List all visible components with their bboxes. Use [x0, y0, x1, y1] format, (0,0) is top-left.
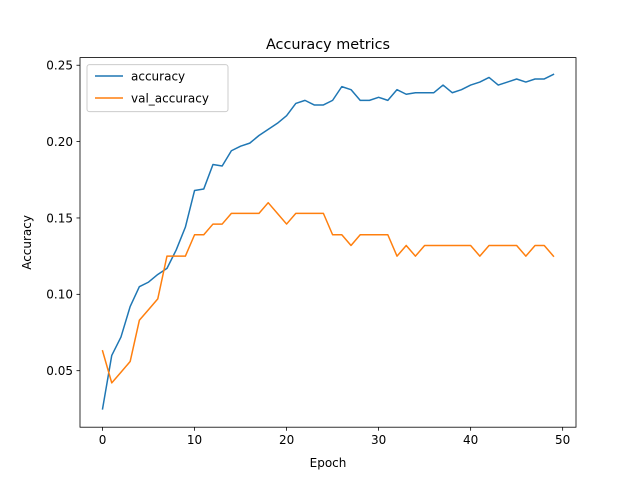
x-tick-label: 40 — [463, 433, 478, 447]
y-tick-label: 0.20 — [46, 135, 73, 149]
plot-area — [79, 57, 577, 428]
legend-label-val-accuracy: val_accuracy — [131, 91, 209, 105]
x-tick-label: 20 — [279, 433, 294, 447]
x-tick-label: 10 — [187, 433, 202, 447]
axes-background — [80, 57, 576, 428]
y-tick-label: 0.15 — [46, 211, 73, 225]
x-tick-label: 50 — [555, 433, 570, 447]
series-line-val-accuracy — [101, 201, 555, 384]
legend-label-accuracy: accuracy — [131, 69, 185, 83]
y-tick-label: 0.10 — [46, 288, 73, 302]
series-line-accuracy — [101, 73, 555, 410]
chart-title: Accuracy metrics — [266, 37, 390, 53]
x-axis-ticks: 0 10 20 30 40 50 — [99, 427, 570, 447]
y-tick-label: 0.05 — [46, 364, 73, 378]
x-tick-label: 30 — [371, 433, 386, 447]
x-axis-label: Epoch — [310, 456, 347, 470]
axes-frame — [79, 57, 577, 428]
y-tick-label: 0.25 — [46, 59, 73, 73]
y-axis-ticks: 0.05 0.10 0.15 0.20 0.25 — [46, 59, 80, 378]
legend: accuracy val_accuracy — [86, 64, 229, 113]
series-layer — [101, 73, 555, 410]
x-tick-label: 0 — [99, 433, 107, 447]
y-axis-label: Accuracy — [20, 215, 34, 270]
